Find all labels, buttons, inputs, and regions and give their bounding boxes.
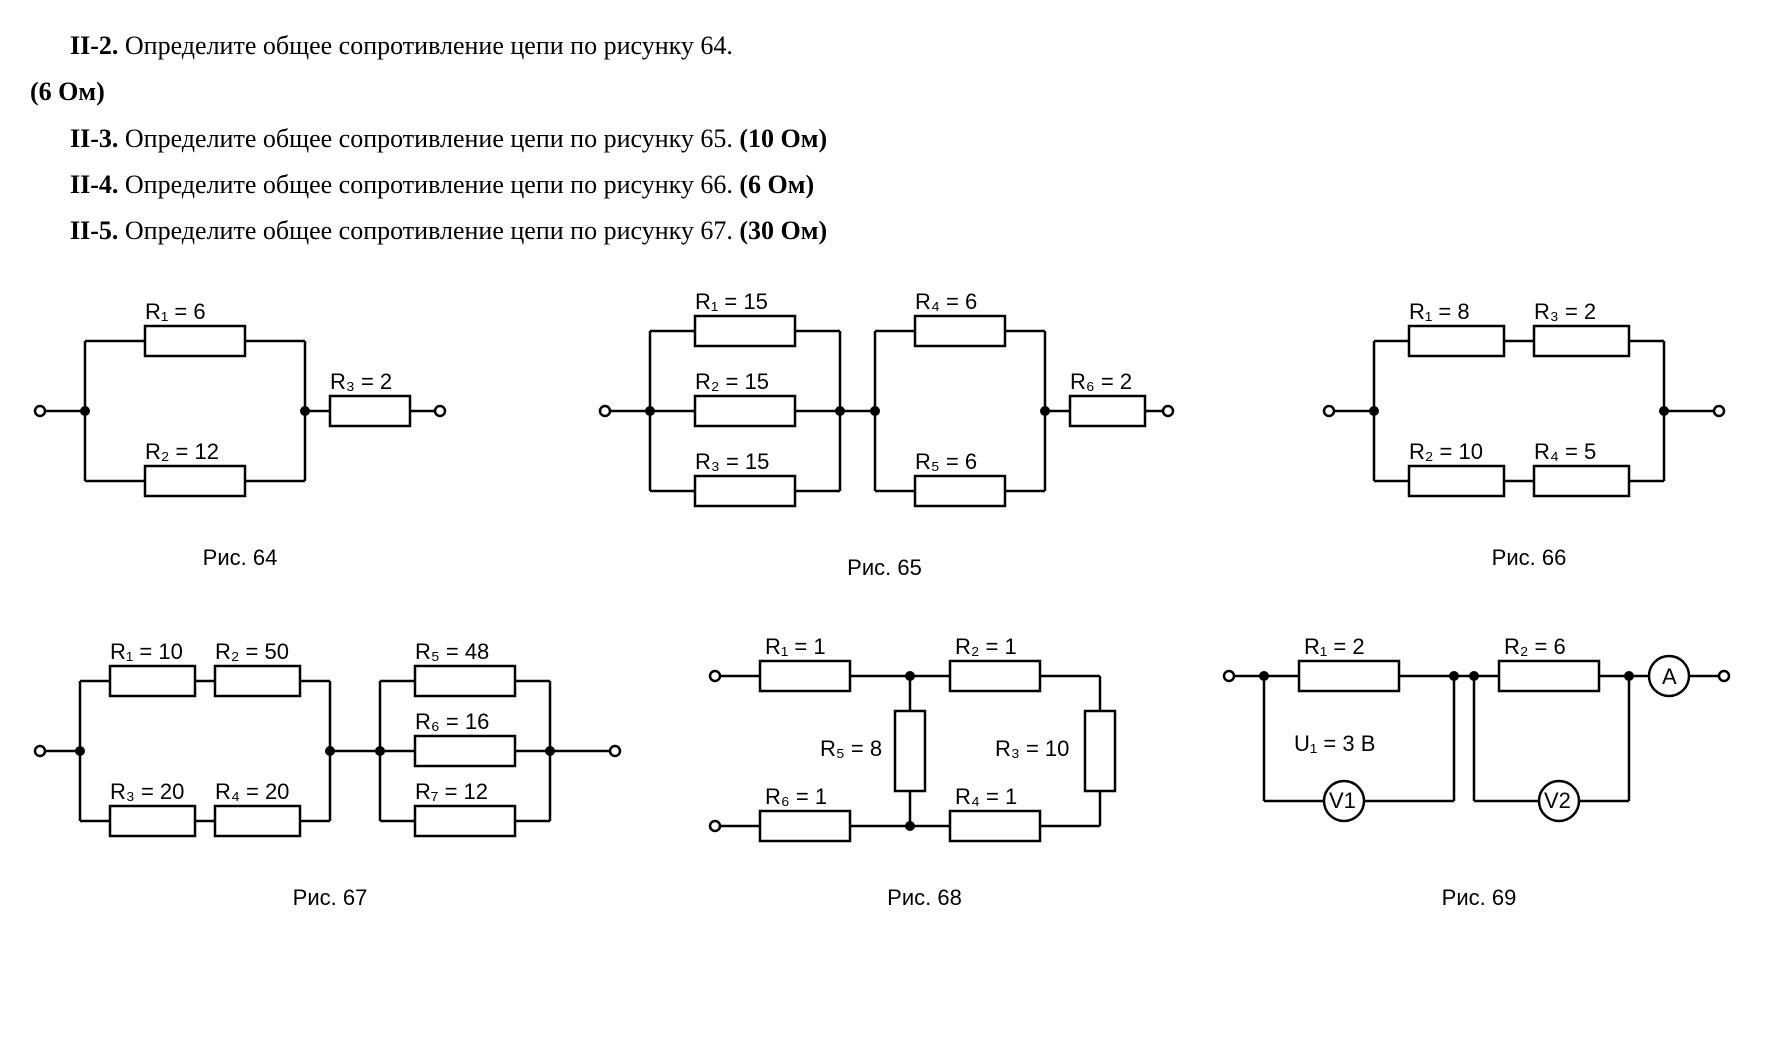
r4-label: R₄ = 20 [215, 779, 289, 804]
r3-label: R₃ = 10 [995, 736, 1069, 761]
figure-66: R₁ = 8 R₃ = 2 R₂ = 10 R₄ = 5 Рис. 66 [1319, 281, 1739, 571]
r1-label: R₁ = 1 [765, 634, 826, 659]
r1-label: R₁ = 6 [145, 299, 206, 324]
problem-II-3: II-3. Определите общее сопротивление цеп… [30, 119, 1739, 159]
problem-II-2: II-2. Определите общее сопротивление цеп… [30, 26, 1739, 66]
r5-label: R₅ = 8 [820, 736, 882, 761]
circuit-66: R₁ = 8 R₃ = 2 R₂ = 10 R₄ = 5 [1319, 281, 1739, 531]
problem-num: II-4. [70, 170, 118, 199]
problem-list: II-2. Определите общее сопротивление цеп… [30, 26, 1739, 251]
circuit-68: R₁ = 1 R₂ = 1 R₅ = 8 R₃ = 10 R₆ = 1 R₄ =… [705, 621, 1145, 871]
r2-label: R₂ = 12 [145, 439, 219, 464]
r2-label: R₂ = 50 [215, 639, 289, 664]
figure-65: R₁ = 15 R₂ = 15 R₃ = 15 R₄ = 6 [595, 281, 1175, 581]
figure-68: R₁ = 1 R₂ = 1 R₅ = 8 R₃ = 10 R₆ = 1 R₄ =… [705, 621, 1145, 911]
answer: (10 Ом) [739, 124, 827, 153]
answer: (6 Ом) [30, 77, 105, 106]
problem-text: Определите общее сопротивление цепи по р… [125, 216, 733, 245]
circuit-67: R₁ = 10 R₂ = 50 R₃ = 20 R₄ = 20 R₅ = 48 [30, 621, 630, 871]
circuit-65: R₁ = 15 R₂ = 15 R₃ = 15 R₄ = 6 [595, 281, 1175, 541]
caption: Рис. 65 [847, 555, 922, 581]
r5-label: R₅ = 48 [415, 639, 489, 664]
figure-row-1: R₁ = 6 R₂ = 12 R₃ = 2 Рис. 64 [30, 281, 1739, 581]
r1-label: R₁ = 8 [1409, 299, 1470, 324]
r2-label: R₂ = 15 [695, 369, 769, 394]
v1-label: V1 [1329, 788, 1356, 813]
r1-label: R₁ = 10 [110, 639, 183, 664]
r3-label: R₃ = 2 [1534, 299, 1596, 324]
r2-label: R₂ = 10 [1409, 439, 1483, 464]
r2-label: R₂ = 1 [955, 634, 1017, 659]
figure-64: R₁ = 6 R₂ = 12 R₃ = 2 Рис. 64 [30, 281, 450, 571]
r3-label: R₃ = 20 [110, 779, 184, 804]
problem-text: Определите общее сопротивление цепи по р… [125, 124, 733, 153]
problem-num: II-2. [70, 31, 118, 60]
r4-label: R₄ = 5 [1534, 439, 1596, 464]
problem-II-5: II-5. Определите общее сопротивление цеп… [30, 211, 1739, 251]
caption: Рис. 67 [293, 885, 368, 911]
answer: (30 Ом) [739, 216, 827, 245]
caption: Рис. 69 [1442, 885, 1517, 911]
caption: Рис. 64 [203, 545, 278, 571]
r4-label: R₄ = 6 [915, 289, 977, 314]
figure-67: R₁ = 10 R₂ = 50 R₃ = 20 R₄ = 20 R₅ = 48 [30, 621, 630, 911]
answer: (6 Ом) [739, 170, 814, 199]
u1-label: U₁ = 3 В [1294, 731, 1375, 756]
r5-label: R₅ = 6 [915, 449, 977, 474]
problem-text: Определите общее сопротивление цепи по р… [125, 31, 733, 60]
v2-label: V2 [1544, 788, 1571, 813]
ammeter-label: A [1662, 664, 1677, 689]
r1-label: R₁ = 2 [1304, 634, 1365, 659]
circuit-64: R₁ = 6 R₂ = 12 R₃ = 2 [30, 281, 450, 531]
r4-label: R₄ = 1 [955, 784, 1017, 809]
problem-num: II-5. [70, 216, 118, 245]
r3-label: R₃ = 2 [330, 369, 392, 394]
caption: Рис. 68 [887, 885, 962, 911]
problem-text: Определите общее сопротивление цепи по р… [125, 170, 733, 199]
r3-label: R₃ = 15 [695, 449, 769, 474]
problem-num: II-3. [70, 124, 118, 153]
r1-label: R₁ = 15 [695, 289, 768, 314]
caption: Рис. 66 [1492, 545, 1567, 571]
figure-row-2: R₁ = 10 R₂ = 50 R₃ = 20 R₄ = 20 R₅ = 48 [30, 621, 1739, 911]
r2-label: R₂ = 6 [1504, 634, 1566, 659]
r7-label: R₇ = 12 [415, 779, 488, 804]
problem-II-4: II-4. Определите общее сопротивление цеп… [30, 165, 1739, 205]
circuit-69: R₁ = 2 R₂ = 6 A V1 U₁ = 3 В V2 [1219, 621, 1739, 871]
r6-label: R₆ = 1 [765, 784, 827, 809]
figure-69: R₁ = 2 R₂ = 6 A V1 U₁ = 3 В V2 [1219, 621, 1739, 911]
r6-label: R₆ = 2 [1070, 369, 1132, 394]
r6-label: R₆ = 16 [415, 709, 489, 734]
problem-II-2-answer: (6 Ом) [30, 72, 1739, 112]
